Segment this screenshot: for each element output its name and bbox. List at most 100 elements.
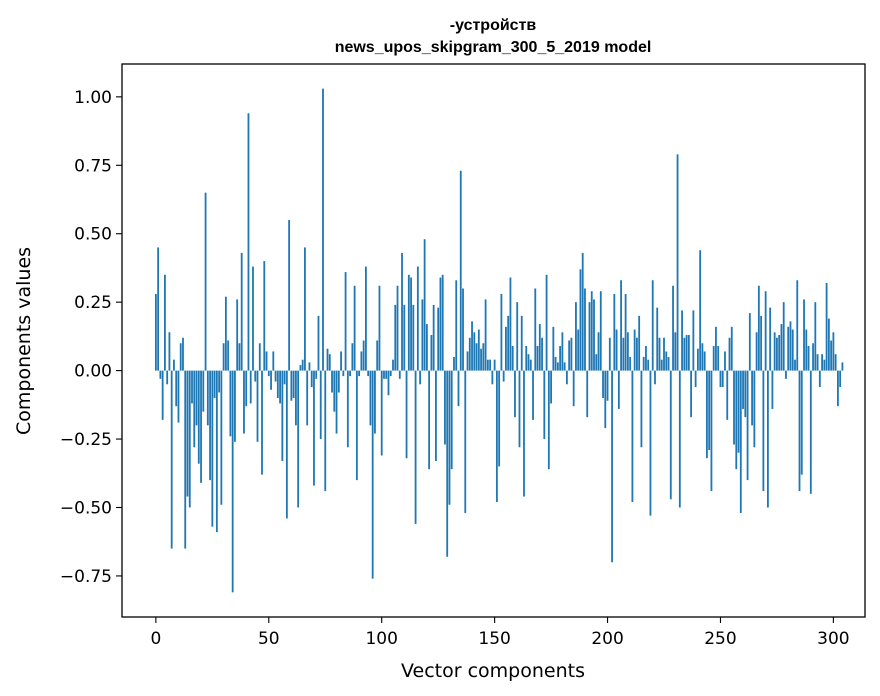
bar-164 [525, 345, 528, 371]
bar-191 [586, 370, 589, 418]
bar-100 [380, 370, 383, 456]
bar-211 [631, 370, 634, 503]
bar-120 [425, 324, 428, 371]
bar-206 [620, 280, 622, 371]
bar-1 [157, 247, 160, 371]
bar-61 [292, 370, 295, 398]
bar-294 [818, 370, 821, 388]
bar-260 [742, 370, 744, 409]
bar-152 [498, 370, 501, 467]
bar-217 [645, 345, 647, 371]
bar-63 [297, 370, 300, 508]
bar-284 [796, 280, 799, 371]
bar-98 [376, 340, 379, 371]
bar-21 [202, 370, 205, 412]
bar-65 [301, 359, 304, 371]
bar-128 [444, 370, 446, 445]
bar-83 [342, 370, 345, 377]
bar-96 [371, 370, 374, 579]
bar-70 [313, 370, 315, 486]
bar-304 [841, 362, 844, 371]
bar-89 [355, 370, 358, 481]
bar-178 [556, 362, 559, 371]
x-tick-label: 100 [365, 629, 397, 649]
bar-4 [164, 274, 166, 371]
bar-22 [204, 192, 207, 371]
bar-270 [764, 291, 767, 371]
bar-67 [306, 370, 309, 426]
bar-7 [170, 370, 173, 549]
bar-69 [310, 370, 313, 388]
bar-53 [274, 370, 277, 382]
bar-273 [771, 370, 774, 409]
bar-267 [757, 285, 760, 371]
bar-186 [575, 302, 577, 371]
bar-296 [823, 359, 826, 371]
bar-126 [439, 277, 442, 371]
bar-112 [407, 274, 410, 371]
bar-190 [584, 288, 586, 371]
bar-220 [651, 280, 654, 371]
chart-title-line-1: -устройств [450, 17, 537, 34]
bar-199 [604, 370, 607, 429]
bar-196 [597, 332, 600, 371]
bar-17 [193, 370, 196, 448]
bar-81 [337, 370, 340, 393]
bar-168 [534, 288, 537, 371]
bar-289 [807, 345, 810, 371]
bar-189 [581, 252, 584, 371]
bar-251 [721, 370, 724, 388]
bar-66 [304, 247, 306, 371]
bar-122 [430, 335, 433, 371]
bar-13 [184, 370, 187, 549]
bar-90 [358, 370, 361, 377]
bar-106 [394, 304, 397, 371]
chart-title-line-2: news_upos_skipgram_300_5_2019 model [335, 39, 652, 56]
bar-286 [800, 370, 803, 475]
bar-166 [529, 359, 532, 371]
bar-244 [706, 370, 708, 459]
bar-263 [748, 313, 751, 371]
bar-86 [349, 370, 351, 377]
bar-78 [331, 370, 333, 393]
bar-288 [805, 329, 808, 371]
bar-192 [588, 302, 591, 371]
bar-216 [642, 356, 645, 371]
bar-47 [261, 370, 263, 475]
bar-153 [500, 293, 503, 371]
bar-144 [480, 348, 482, 371]
bar-202 [611, 370, 613, 563]
bar-129 [446, 370, 449, 557]
bar-201 [608, 337, 611, 371]
bar-9 [175, 370, 178, 407]
bar-64 [299, 365, 302, 371]
bar-59 [288, 220, 291, 371]
bar-198 [602, 370, 604, 398]
bar-242 [701, 343, 704, 371]
bar-277 [780, 324, 783, 371]
bar-series [154, 88, 844, 593]
bar-30 [222, 343, 225, 371]
bar-225 [663, 337, 665, 371]
bar-27 [215, 370, 218, 533]
bar-48 [263, 261, 266, 371]
bar-104 [389, 370, 392, 377]
bar-155 [505, 326, 507, 371]
bar-234 [683, 337, 686, 371]
bar-183 [568, 340, 571, 371]
bar-77 [328, 354, 331, 371]
bar-99 [378, 285, 381, 371]
bar-182 [565, 370, 568, 385]
bar-109 [401, 252, 403, 371]
bar-173 [545, 274, 548, 371]
bar-85 [346, 370, 349, 448]
bar-222 [656, 307, 659, 371]
bar-240 [696, 348, 699, 371]
bar-72 [317, 315, 320, 371]
bar-142 [475, 343, 478, 371]
bar-146 [484, 299, 487, 371]
bar-187 [577, 329, 580, 371]
bar-253 [726, 370, 729, 420]
bar-295 [821, 354, 823, 371]
bar-236 [687, 335, 690, 371]
